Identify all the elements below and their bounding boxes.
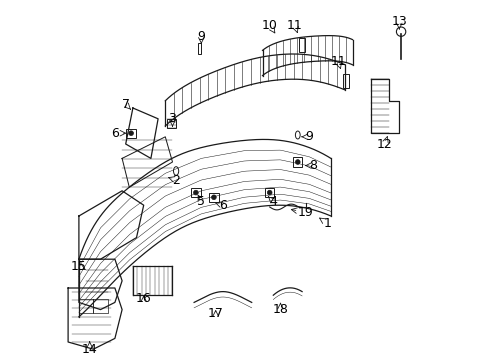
Text: 11: 11 bbox=[329, 55, 346, 68]
Circle shape bbox=[295, 160, 300, 164]
Text: 12: 12 bbox=[376, 138, 392, 150]
Bar bbox=[191, 188, 200, 197]
Text: 7: 7 bbox=[122, 98, 129, 111]
Text: 4: 4 bbox=[269, 195, 277, 208]
Circle shape bbox=[128, 131, 133, 135]
Bar bbox=[197, 43, 201, 54]
Text: 11: 11 bbox=[286, 19, 302, 32]
Text: 3: 3 bbox=[168, 112, 176, 125]
Bar bbox=[264, 188, 274, 197]
Bar bbox=[167, 119, 176, 128]
Text: 8: 8 bbox=[308, 159, 316, 172]
Text: 6: 6 bbox=[111, 127, 119, 140]
Text: 6: 6 bbox=[219, 199, 226, 212]
Text: 9: 9 bbox=[305, 130, 313, 143]
Text: 14: 14 bbox=[81, 343, 98, 356]
Text: 9: 9 bbox=[197, 30, 205, 42]
Text: 13: 13 bbox=[390, 15, 407, 28]
Circle shape bbox=[211, 195, 216, 199]
Circle shape bbox=[267, 190, 271, 195]
Circle shape bbox=[193, 190, 198, 195]
Text: 18: 18 bbox=[272, 303, 288, 316]
Text: 10: 10 bbox=[261, 19, 277, 32]
Bar bbox=[342, 74, 348, 88]
Text: 15: 15 bbox=[71, 260, 87, 273]
Bar bbox=[126, 129, 136, 138]
Bar bbox=[298, 38, 305, 52]
Bar bbox=[292, 157, 302, 167]
Text: 19: 19 bbox=[297, 206, 313, 219]
Text: 5: 5 bbox=[197, 195, 205, 208]
Text: 16: 16 bbox=[136, 292, 151, 305]
Bar bbox=[209, 193, 218, 202]
Text: 2: 2 bbox=[172, 174, 180, 186]
Text: 17: 17 bbox=[207, 307, 223, 320]
Text: 1: 1 bbox=[323, 217, 330, 230]
